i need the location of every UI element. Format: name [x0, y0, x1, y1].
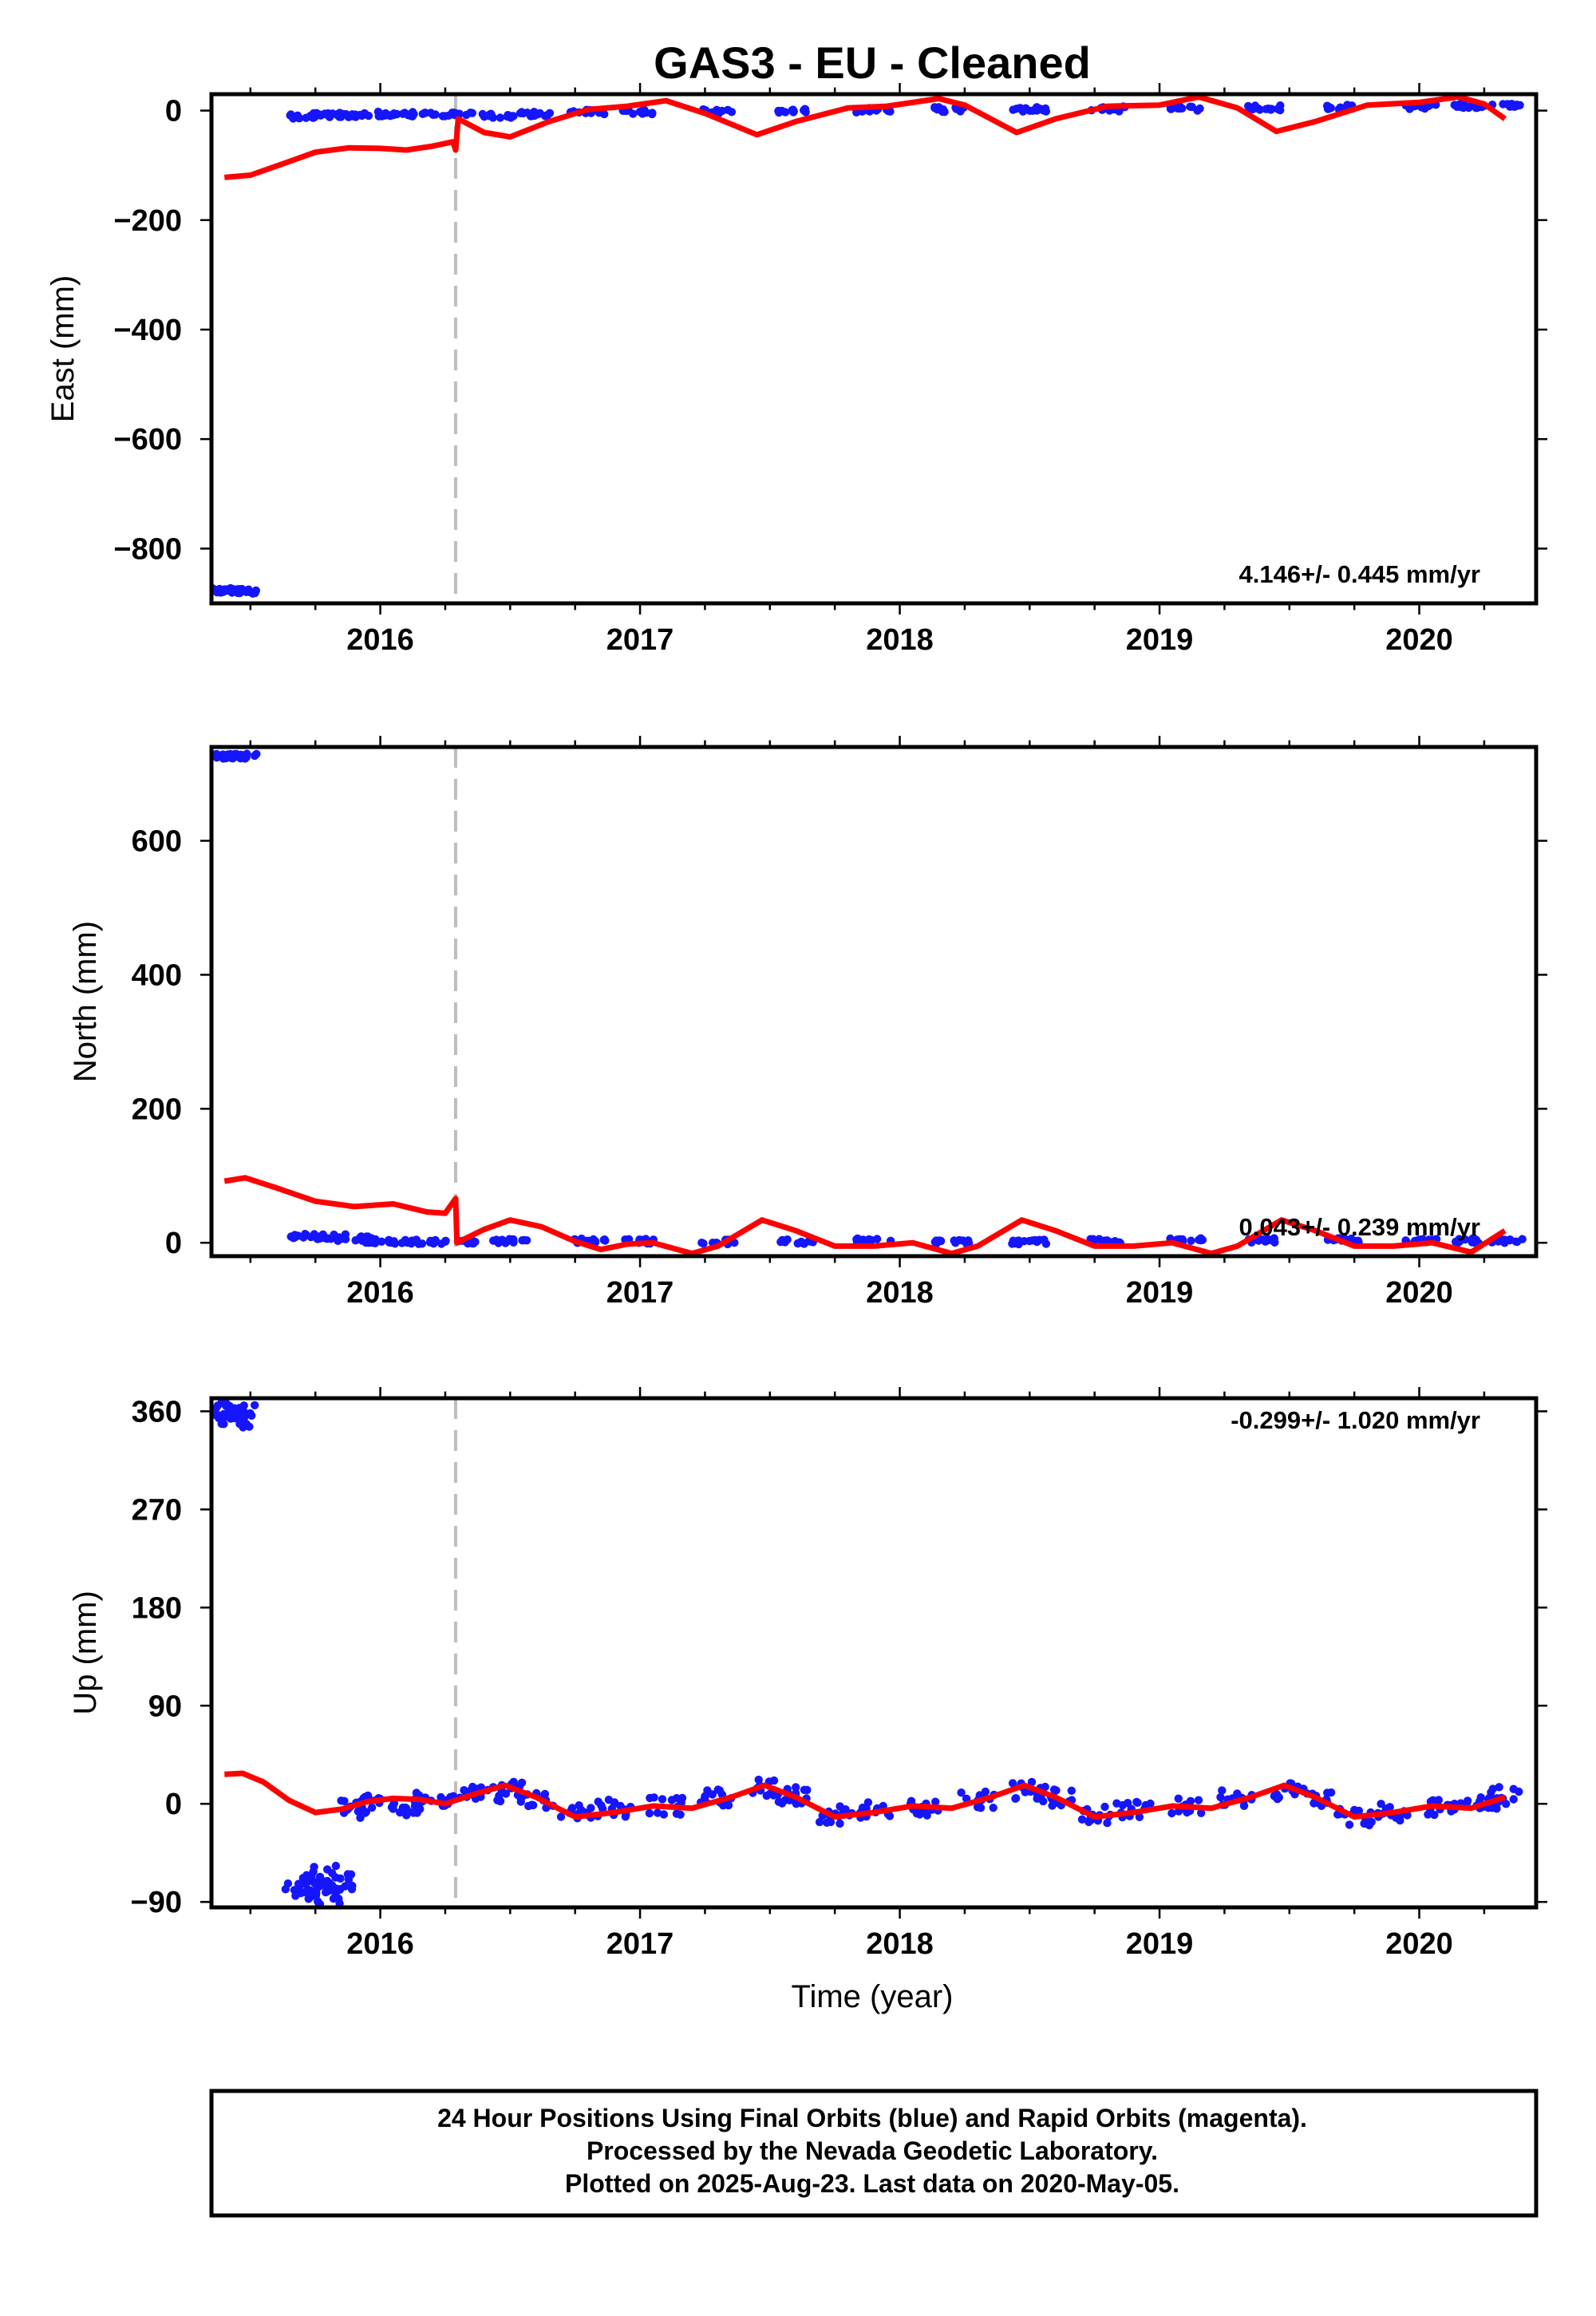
x-tick-label: 2019: [1126, 1276, 1194, 1310]
panel-up: 2016 2017 2018 2019 2020 360 270 180 90 0 −90 Up (m…: [68, 1387, 1547, 1961]
data-point: [1450, 100, 1488, 113]
panel-frame: [209, 745, 1539, 1259]
data-point: [398, 108, 440, 121]
x-tick-label: 2020: [1385, 1276, 1453, 1310]
data-point: [360, 107, 401, 121]
data-point: [930, 103, 968, 117]
data-point: [1008, 1235, 1051, 1249]
data-point: [1244, 101, 1285, 115]
y-tick-label: 0: [165, 1788, 182, 1821]
model-fit-line: [224, 1770, 1506, 1820]
data-point: [930, 1235, 974, 1249]
y-tick-label: 0: [165, 1227, 182, 1260]
y-tick-label: −200: [113, 204, 182, 238]
y-tick-label: 200: [132, 1093, 182, 1126]
model-fit-line: [223, 94, 1507, 180]
model-fit-line: [223, 1175, 1507, 1256]
footer-line-2: Processed by the Nevada Geodetic Laborat…: [587, 2136, 1158, 2165]
data-point: [593, 1796, 635, 1821]
y-tick-label: 90: [148, 1690, 182, 1723]
y-tick-label: 360: [132, 1395, 182, 1429]
x-tick-label: 2017: [606, 1276, 674, 1310]
data-point: [1451, 1234, 1483, 1247]
y-tick-label: −600: [113, 423, 182, 456]
x-tick-label: 2020: [1385, 1927, 1453, 1961]
y-tick-label: −90: [131, 1886, 182, 1919]
data-point: [219, 584, 260, 598]
y-axis-label: Up (mm): [68, 1591, 103, 1715]
x-tick-label: 2019: [1126, 1927, 1194, 1961]
y-axis-label: North (mm): [68, 921, 103, 1082]
data-point: [478, 109, 518, 122]
x-tick-label: 2018: [866, 623, 934, 657]
x-tick-label: 2018: [866, 1927, 934, 1961]
plot-area: [211, 94, 1524, 603]
plot-area: [211, 1398, 1523, 1907]
data-point: [219, 1401, 259, 1423]
data-point: [361, 1235, 400, 1248]
y-tick-label: 180: [132, 1591, 182, 1625]
x-tick-label: 2016: [346, 1276, 414, 1310]
data-point: [774, 105, 810, 117]
x-tick-label: 2019: [1126, 623, 1194, 657]
x-tick-label: 2017: [606, 1927, 674, 1961]
y-tick-label: 0: [165, 95, 182, 128]
panel-frame: [209, 1396, 1539, 1910]
panel-east: 2016 2017 2018 2019 2020 0 −200 −400 −600 −800 Eas…: [45, 83, 1547, 657]
data-point: [438, 109, 476, 121]
x-axis-label: Time (year): [792, 1979, 954, 2014]
y-tick-label: −800: [113, 532, 182, 566]
data-point: [489, 1235, 531, 1247]
plot-area: [211, 747, 1527, 1256]
x-tick-label: 2017: [606, 623, 674, 657]
footer-box: 24 Hour Positions Using Final Orbits (bl…: [209, 2089, 1539, 2218]
velocity-rate-label: -0.299+/- 1.020 mm/yr: [1231, 1406, 1480, 1434]
data-point: [315, 1870, 357, 1894]
x-tick-label: 2020: [1385, 623, 1453, 657]
data-point: [1009, 103, 1051, 116]
footer-line-3: Plotted on 2025-Aug-23. Last data on 202…: [565, 2169, 1179, 2198]
data-point: [221, 749, 261, 763]
plot-title: GAS3 - EU - Cleaned: [654, 38, 1091, 88]
panel-north: 2016 2017 2018 2019 2020 0 200 400 600 North (mm)…: [68, 736, 1547, 1310]
data-point: [397, 1235, 440, 1248]
velocity-rate-label: 4.146+/- 0.445 mm/yr: [1239, 560, 1480, 588]
footer-frame: [209, 2089, 1539, 2218]
data-point: [516, 108, 555, 121]
velocity-rate-label: 0.043+/- 0.239 mm/yr: [1239, 1213, 1480, 1241]
x-tick-label: 2018: [866, 1276, 934, 1310]
y-axis-label: East (mm): [45, 275, 81, 422]
y-tick-label: 270: [132, 1493, 182, 1527]
y-tick-label: 400: [132, 958, 182, 992]
data-point: [1487, 100, 1524, 112]
y-tick-label: −400: [113, 314, 182, 347]
footer-line-1: 24 Hour Positions Using Final Orbits (bl…: [437, 2104, 1307, 2132]
panel-frame: [209, 92, 1539, 606]
x-tick-label: 2016: [346, 1927, 414, 1961]
y-tick-label: 600: [132, 825, 182, 859]
x-tick-label: 2016: [346, 623, 414, 657]
